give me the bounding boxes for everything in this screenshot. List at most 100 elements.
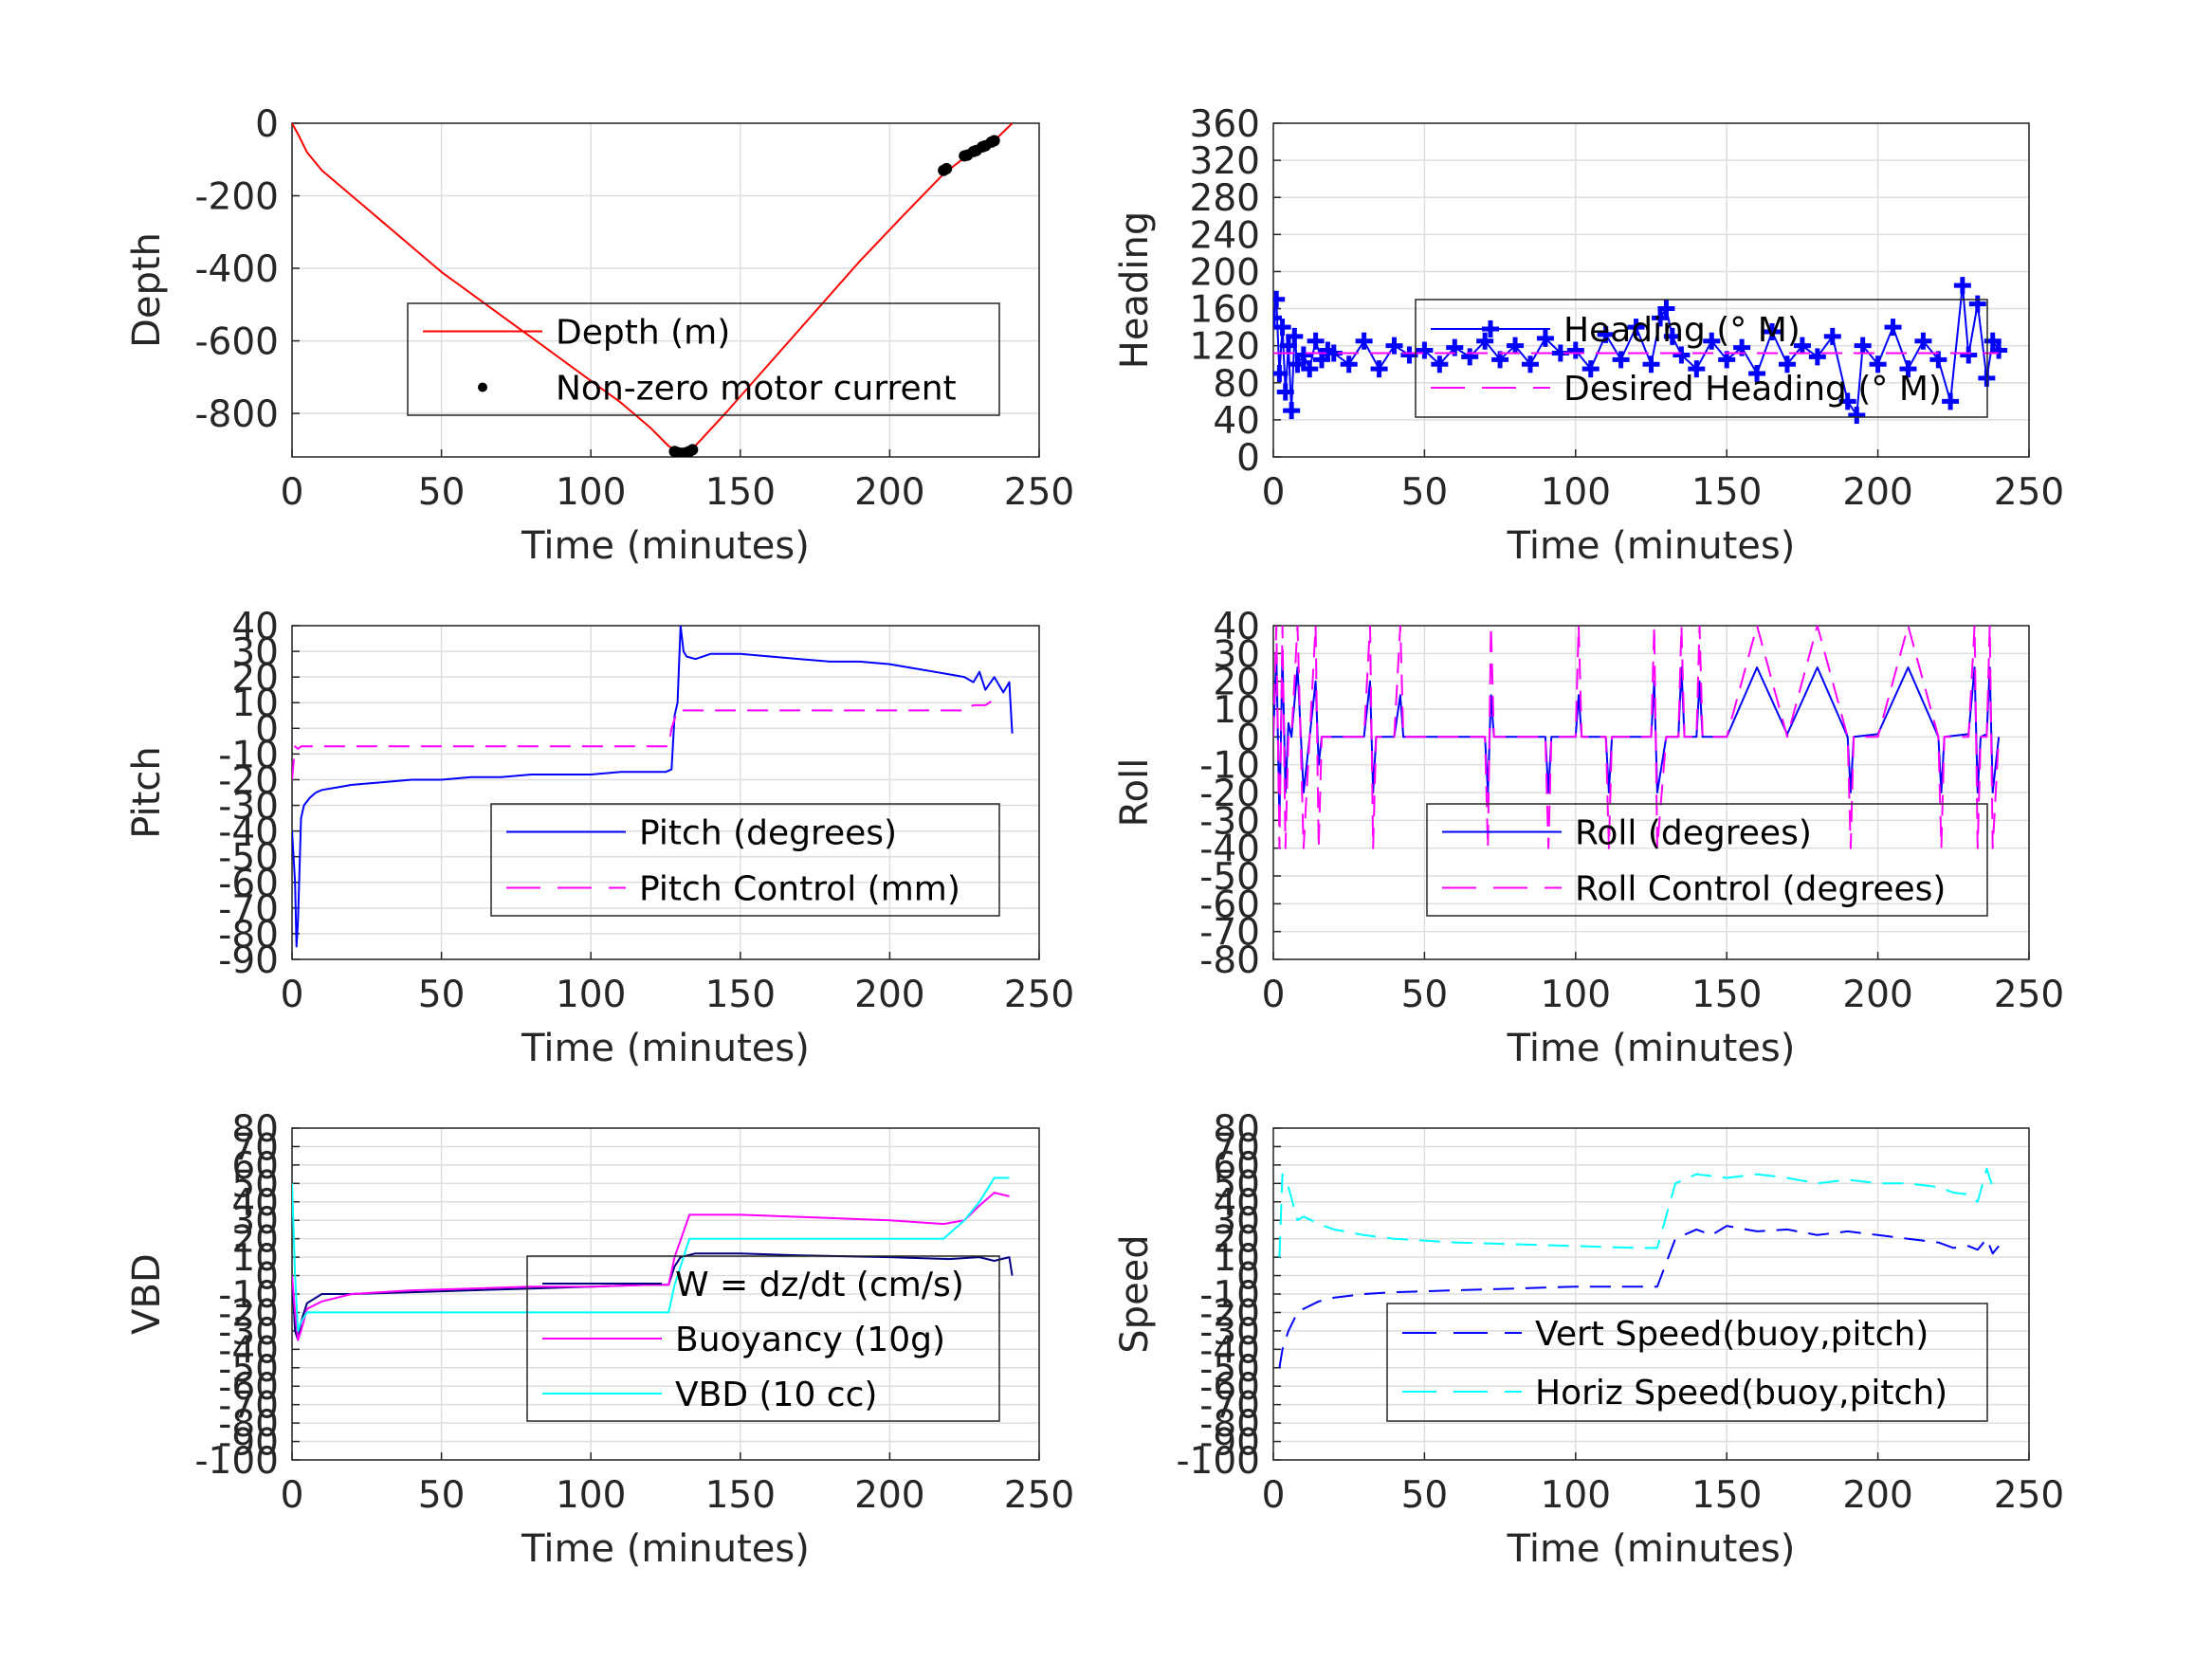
y-tick-label: 60 — [1213, 1145, 1260, 1188]
x-tick-label: 200 — [1842, 1474, 1912, 1517]
series-line-vert-speed-buoy-pitch — [1278, 1225, 2000, 1368]
y-axis-label: Depth — [125, 232, 169, 348]
y-tick-label: -10 — [1199, 1274, 1260, 1317]
plot-area — [292, 626, 1039, 959]
y-tick-label: -80 — [218, 1403, 279, 1446]
data-point-heading-m — [1273, 319, 1291, 337]
legend: W = dz/dt (cm/s) Buoyancy (10g) VBD (10 cc… — [526, 1255, 1000, 1422]
x-tick-label: 150 — [1691, 974, 1762, 1016]
y-tick-label: -80 — [218, 914, 279, 957]
data-point-heading-m — [1953, 277, 1971, 295]
y-tick-label: 80 — [231, 1108, 279, 1151]
x-tick-label: 100 — [1541, 974, 1611, 1016]
y-tick-label: -30 — [218, 1311, 279, 1354]
y-tick-label: 10 — [1213, 689, 1260, 732]
data-point-heading-m — [1612, 351, 1630, 369]
x-axis-label: Time (minutes) — [521, 1027, 810, 1070]
legend: Vert Speed(buoy,pitch) Horiz Speed(buoy,p… — [1386, 1303, 1988, 1422]
legend-box — [526, 1255, 1000, 1422]
y-tick-label: 20 — [231, 1219, 279, 1262]
y-axis-label: Roll — [1113, 758, 1157, 828]
legend: Depth (m) Non-zero motor current — [407, 302, 1000, 416]
y-tick-label: -80 — [1199, 1403, 1260, 1446]
y-tick-label: 10 — [231, 1237, 279, 1280]
data-point-heading-m — [1793, 337, 1811, 355]
x-tick-label: 50 — [1401, 1474, 1449, 1517]
y-tick-label: -50 — [1199, 856, 1260, 899]
legend-label: Vert Speed(buoy,pitch) — [1535, 1315, 1929, 1354]
data-point-heading-m — [1286, 327, 1304, 345]
y-tick-label: 0 — [255, 103, 279, 146]
x-tick-label: 0 — [281, 974, 304, 1016]
y-tick-label: -200 — [194, 176, 279, 219]
y-tick-label: -70 — [218, 888, 279, 931]
y-axis-label: Speed — [1113, 1234, 1157, 1353]
x-tick-label: 50 — [418, 1474, 466, 1517]
data-point-heading-m — [1942, 392, 1960, 410]
y-tick-label: -50 — [218, 837, 279, 880]
axes-box — [291, 625, 1040, 960]
series-line-roll-control-degrees — [1273, 626, 2001, 849]
y-tick-label: 160 — [1190, 289, 1260, 332]
data-point-non-zero-motor-current — [686, 444, 699, 456]
x-tick-label: 250 — [1004, 1474, 1074, 1517]
y-tick-label: -70 — [1199, 912, 1260, 955]
x-tick-label: 200 — [854, 1474, 924, 1517]
y-tick-label: -50 — [218, 1348, 279, 1391]
y-tick-label: 40 — [1213, 606, 1260, 648]
legend-label: Roll (degrees) — [1575, 814, 1812, 853]
x-tick-label: 50 — [1401, 471, 1449, 514]
y-tick-label: 20 — [1213, 662, 1260, 704]
y-tick-label: 200 — [1190, 251, 1260, 294]
y-tick-label: 0 — [1236, 717, 1260, 759]
data-point-heading-m — [1854, 337, 1872, 355]
x-tick-label: 50 — [418, 974, 466, 1016]
data-point-heading-m — [1273, 365, 1289, 382]
data-point-heading-m — [1340, 356, 1358, 374]
y-tick-label: 40 — [231, 606, 279, 648]
y-tick-label: 30 — [231, 1200, 279, 1243]
subplot-6: 0 50 100 150 200 25080706050403020100-10-20-3… — [1113, 1108, 2064, 1571]
x-tick-label: 200 — [1842, 974, 1912, 1016]
data-point-heading-m — [1276, 383, 1294, 401]
legend-box — [1426, 803, 1988, 917]
data-point-heading-m — [1476, 332, 1494, 350]
data-point-heading-m — [1581, 360, 1600, 378]
data-point-heading-m — [1869, 356, 1887, 374]
y-tick-label: -40 — [1199, 1329, 1260, 1372]
x-tick-label: 250 — [1994, 1474, 2064, 1517]
y-tick-label: 320 — [1190, 140, 1260, 183]
legend-box — [490, 803, 1000, 917]
y-tick-label: -30 — [1199, 800, 1260, 843]
data-point-heading-m — [1289, 356, 1307, 374]
data-point-heading-m — [1838, 392, 1856, 410]
y-tick-label: -70 — [218, 1385, 279, 1428]
data-point-heading-m — [1461, 348, 1479, 366]
legend-box — [1386, 1303, 1988, 1422]
y-tick-label: 40 — [1213, 1182, 1260, 1225]
x-tick-label: 0 — [281, 471, 304, 514]
y-tick-label: -800 — [194, 393, 279, 436]
data-point-heading-m — [1307, 332, 1325, 350]
x-tick-label: 150 — [705, 1474, 776, 1517]
x-tick-label: 150 — [705, 974, 776, 1016]
data-point-heading-m — [1899, 360, 1917, 378]
y-tick-label: -60 — [218, 863, 279, 905]
y-tick-label: -40 — [218, 1329, 279, 1372]
x-tick-label: 200 — [1842, 471, 1912, 514]
data-point-heading-m — [1642, 356, 1660, 374]
data-point-heading-m — [1279, 337, 1297, 355]
x-axis-label: Time (minutes) — [521, 1527, 810, 1571]
legend-swatch — [478, 382, 487, 392]
data-point-heading-m — [1566, 341, 1584, 359]
y-tick-label: -100 — [194, 1440, 279, 1483]
x-tick-label: 50 — [1401, 974, 1449, 1016]
y-axis-label: Heading — [1113, 211, 1157, 369]
y-tick-label: 40 — [1213, 400, 1260, 443]
y-tick-label: -70 — [1199, 1385, 1260, 1428]
subplot-1: 0 50 100 150 200 250 0 -200 -400 -600 -800 Time (mi… — [125, 103, 1074, 568]
subplot-5: 0 50 100 150 200 25080706050403020100-10-20-3… — [125, 1108, 1074, 1571]
y-tick-label: -20 — [1199, 773, 1260, 815]
y-tick-label: -20 — [218, 759, 279, 802]
y-tick-label: -90 — [1199, 1422, 1260, 1465]
